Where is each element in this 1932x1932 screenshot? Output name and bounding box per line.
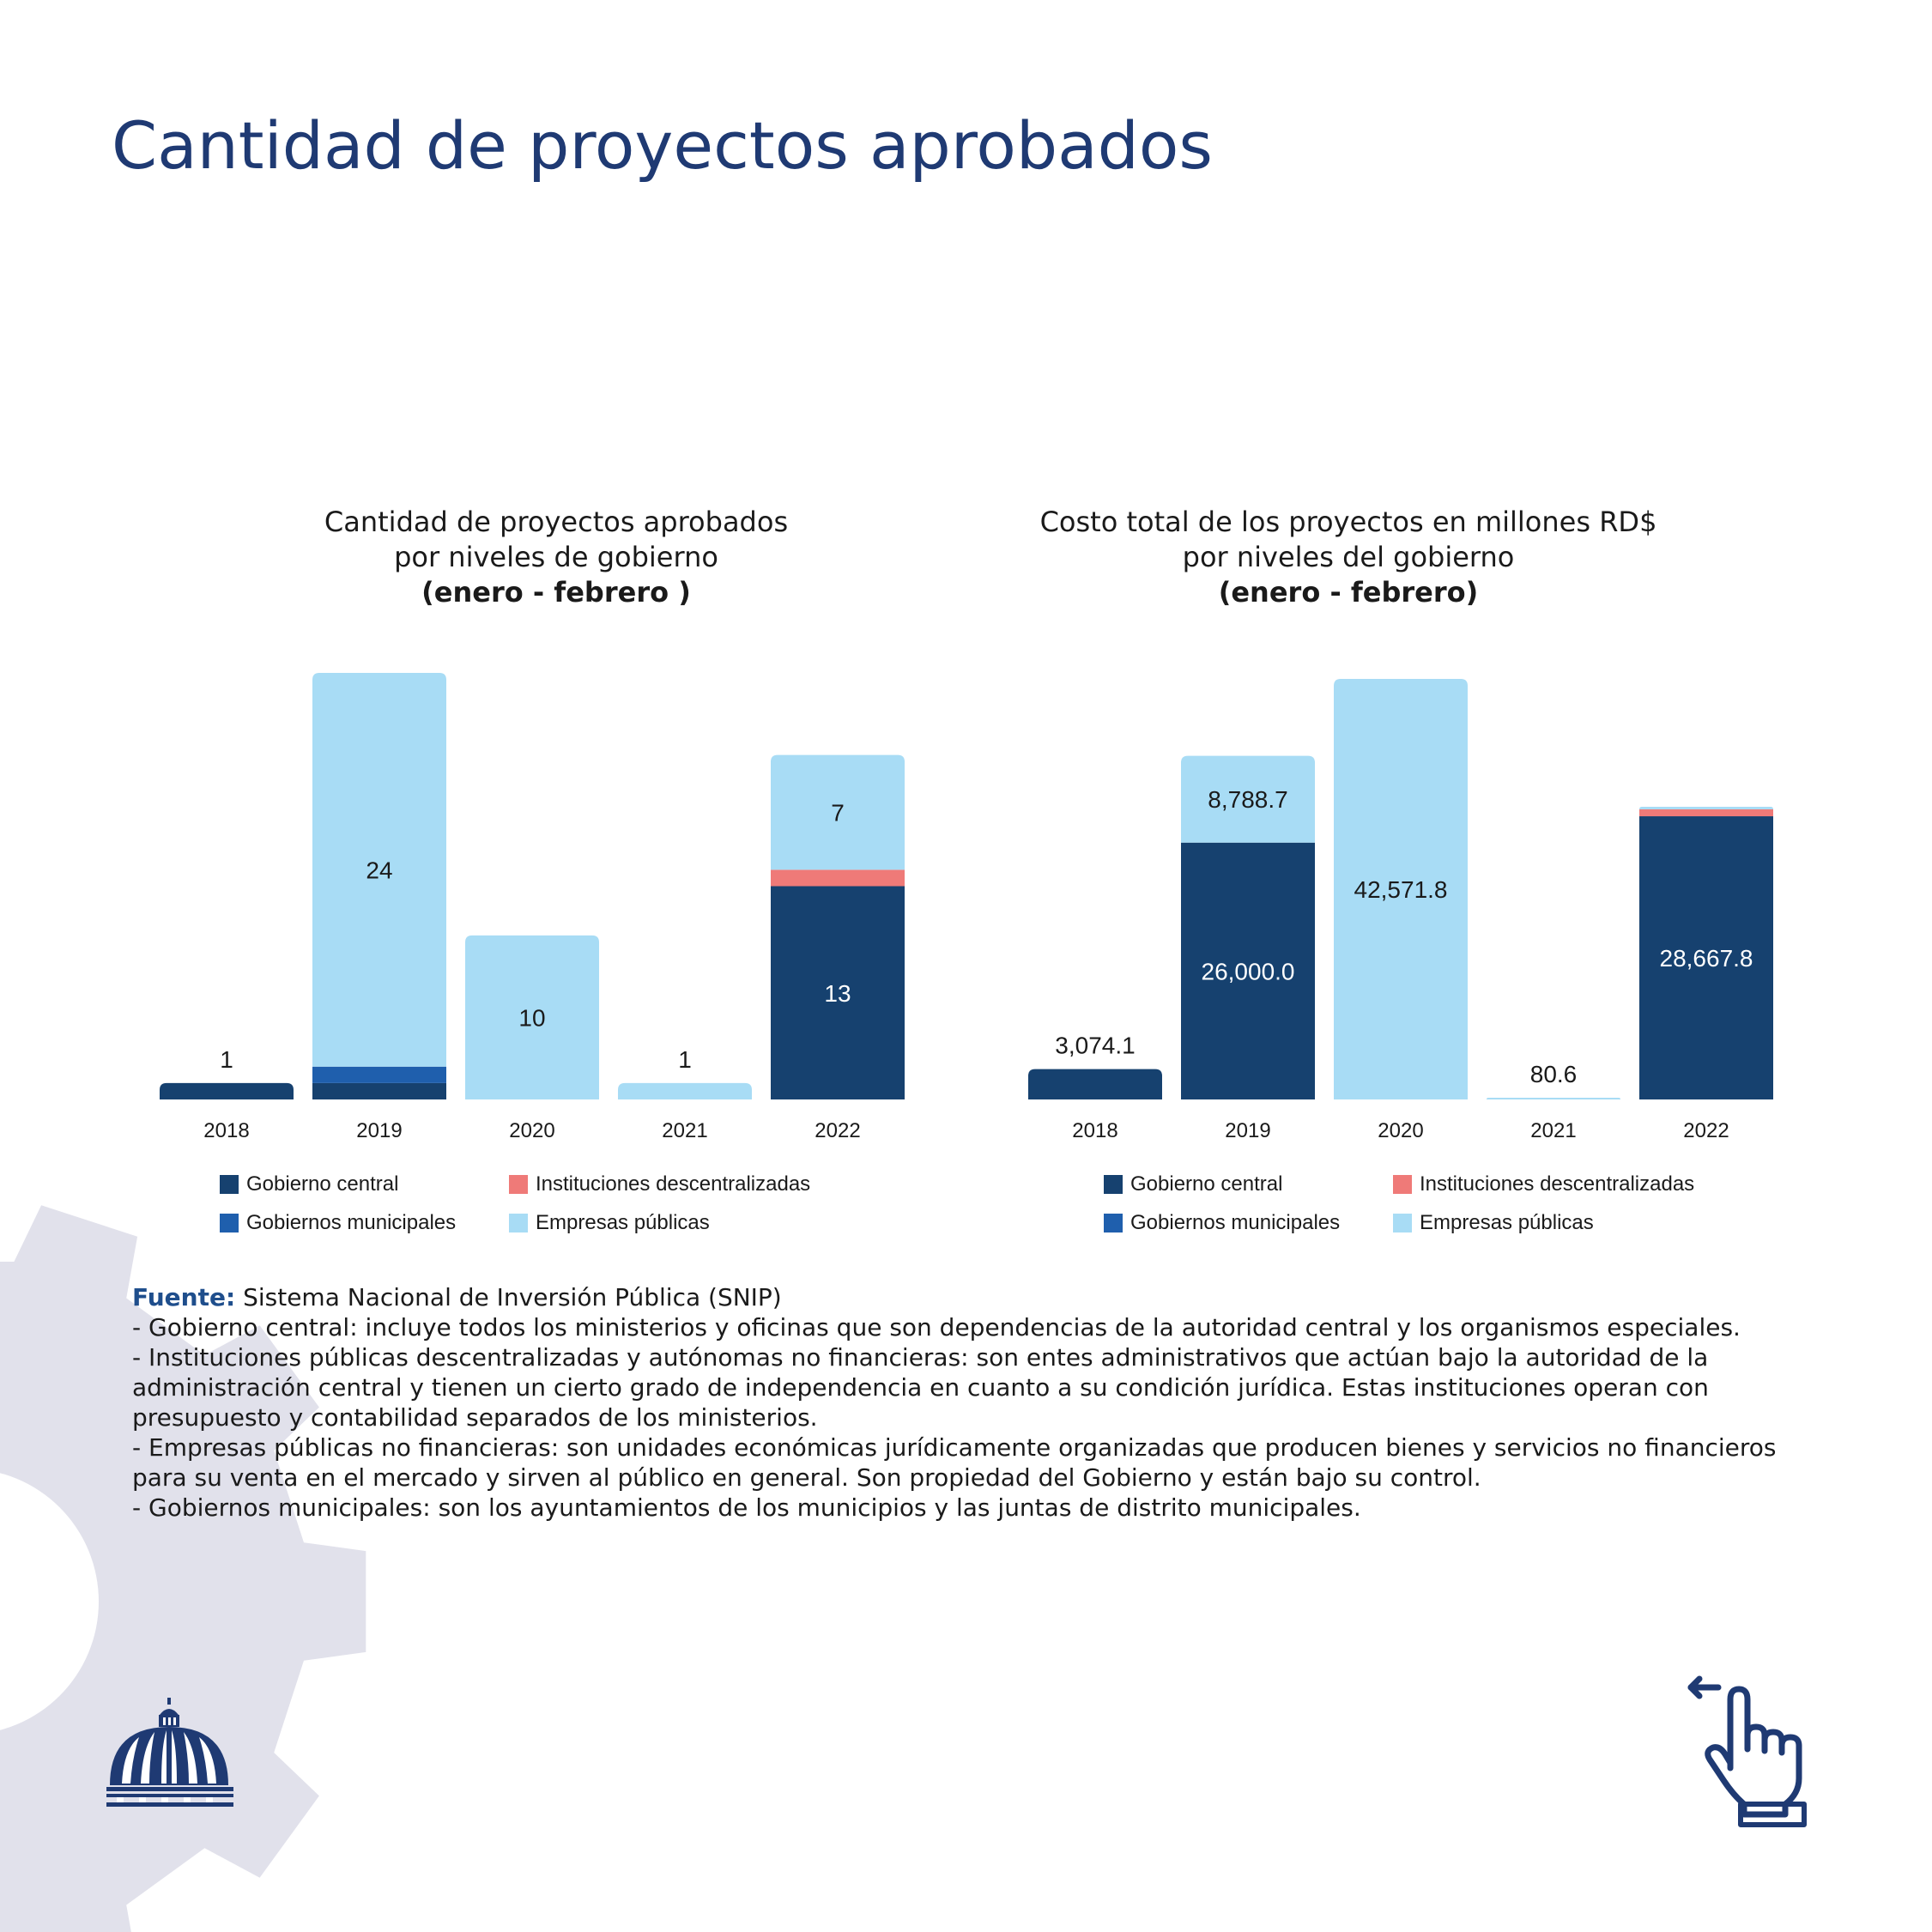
note-line: - Gobierno central: incluye todos los mi… bbox=[132, 1313, 1741, 1341]
legend-item-instituciones: Instituciones descentralizadas bbox=[509, 1172, 810, 1196]
bar-empresas-publicas-2020 bbox=[465, 935, 599, 1099]
legend-label: Gobiernos municipales bbox=[246, 1211, 457, 1234]
bar-gobierno-central-2018 bbox=[160, 1082, 294, 1099]
swipe-hand-icon bbox=[1687, 1675, 1807, 1827]
x-tick-label: 2019 bbox=[1225, 1119, 1270, 1142]
legend-label: Gobierno central bbox=[246, 1172, 399, 1196]
data-label: 3,074.1 bbox=[1055, 1033, 1135, 1059]
legend-item-gobiernos-municipales: Gobiernos municipales bbox=[220, 1211, 456, 1235]
legend-item-empresas: Empresas públicas bbox=[509, 1211, 710, 1235]
bar-instituciones-descentralizadas-2022 bbox=[1639, 809, 1773, 817]
footnotes: Fuente: Sistema Nacional de Inversión Pú… bbox=[132, 1282, 1814, 1523]
data-label: 24 bbox=[366, 857, 392, 883]
data-label: 13 bbox=[824, 980, 851, 1007]
bar-instituciones-descentralizadas-2022 bbox=[771, 869, 905, 887]
legend-swatch bbox=[1104, 1214, 1123, 1232]
bar-gobierno-central-2018 bbox=[1028, 1069, 1162, 1099]
bar-gobierno-central-2019 bbox=[312, 1082, 446, 1099]
bar-empresas-publicas-2019 bbox=[312, 673, 446, 1067]
x-tick-label: 2021 bbox=[1530, 1119, 1576, 1142]
data-label: 42,571.8 bbox=[1354, 876, 1448, 903]
x-tick-label: 2021 bbox=[662, 1119, 707, 1142]
chart2-subtitle: (enero - febrero) bbox=[1218, 576, 1479, 609]
legend-label: Instituciones descentralizadas bbox=[1420, 1172, 1695, 1196]
bar-empresas-publicas-2021 bbox=[1487, 1098, 1620, 1099]
x-tick-label: 2020 bbox=[509, 1119, 554, 1142]
bar-empresas-publicas-2021 bbox=[618, 1082, 752, 1099]
chart2-title: Costo total de los proyectos en millones… bbox=[962, 505, 1735, 610]
data-label: 10 bbox=[518, 1004, 545, 1031]
chart1-title-line1: Cantidad de proyectos aprobados bbox=[324, 506, 789, 538]
x-tick-label: 2019 bbox=[356, 1119, 402, 1142]
legend-item-gobiernos-municipales: Gobiernos municipales bbox=[1104, 1211, 1340, 1235]
chart-projects-cost: 2018 2019 2020 2021 2022 3,074.1 26,000.0 8,788… bbox=[1028, 679, 1773, 1142]
legend-label: Instituciones descentralizadas bbox=[536, 1172, 811, 1196]
legend-item-instituciones: Instituciones descentralizadas bbox=[1393, 1172, 1694, 1196]
legend-item-empresas: Empresas públicas bbox=[1393, 1211, 1594, 1235]
legend-swatch bbox=[220, 1214, 239, 1232]
x-tick-label: 2022 bbox=[1683, 1119, 1729, 1142]
data-label: 7 bbox=[831, 799, 845, 826]
gear-hole bbox=[0, 1473, 99, 1730]
legend-swatch bbox=[1104, 1175, 1123, 1194]
source-text: Sistema Nacional de Inversión Pública (S… bbox=[235, 1283, 782, 1311]
legend-item-gobierno-central: Gobierno central bbox=[220, 1172, 398, 1196]
legend-label: Gobierno central bbox=[1130, 1172, 1283, 1196]
data-label: 1 bbox=[678, 1046, 692, 1073]
x-tick-label: 2022 bbox=[815, 1119, 860, 1142]
bar-empresas-publicas-2022 bbox=[771, 754, 905, 870]
legend-label: Empresas públicas bbox=[1420, 1211, 1594, 1234]
chart2-title-line2: por niveles del gobierno bbox=[1182, 541, 1515, 573]
bar-empresas-publicas-2020 bbox=[1334, 679, 1468, 1099]
page-title: Cantidad de proyectos aprobados bbox=[112, 107, 1214, 184]
data-label: 1 bbox=[220, 1046, 233, 1073]
legend-swatch bbox=[509, 1214, 528, 1232]
bar-gobierno-central-2022 bbox=[771, 886, 905, 1099]
data-label: 28,667.8 bbox=[1660, 945, 1753, 972]
note-line: - Gobiernos municipales: son los ayuntam… bbox=[132, 1493, 1361, 1522]
chart1-title: Cantidad de proyectos aprobados por nive… bbox=[170, 505, 942, 610]
gear-shape bbox=[0, 1205, 366, 1932]
legend-label: Empresas públicas bbox=[536, 1211, 710, 1234]
x-tick-label: 2020 bbox=[1378, 1119, 1423, 1142]
source-label: Fuente: bbox=[132, 1283, 236, 1311]
data-label: 8,788.7 bbox=[1208, 786, 1287, 813]
note-line: - Empresas públicas no financieras: son … bbox=[132, 1433, 1777, 1492]
data-label: 26,000.0 bbox=[1202, 958, 1295, 984]
data-label: 80.6 bbox=[1530, 1061, 1578, 1087]
x-tick-label: 2018 bbox=[203, 1119, 249, 1142]
legend-label: Gobiernos municipales bbox=[1130, 1211, 1341, 1234]
chart2-title-line1: Costo total de los proyectos en millones… bbox=[1039, 506, 1657, 538]
bar-empresas-publicas-2019 bbox=[1181, 755, 1315, 843]
bar-gobiernos-municipales-2019 bbox=[312, 1066, 446, 1083]
legend-item-gobierno-central: Gobierno central bbox=[1104, 1172, 1282, 1196]
legend-swatch bbox=[220, 1175, 239, 1194]
government-palace-logo bbox=[106, 1698, 233, 1807]
legend-swatch bbox=[1393, 1214, 1412, 1232]
chart-projects-count: 2018 2019 2020 2021 2022 1 24 10 1 13 7 bbox=[160, 673, 905, 1142]
bar-gobierno-central-2022 bbox=[1639, 816, 1773, 1099]
x-tick-label: 2018 bbox=[1072, 1119, 1117, 1142]
bar-gobierno-central-2019 bbox=[1181, 842, 1315, 1099]
legend-swatch bbox=[509, 1175, 528, 1194]
bar-empresas-publicas-2022 bbox=[1639, 806, 1773, 809]
note-line: - Instituciones públicas descentralizada… bbox=[132, 1343, 1709, 1432]
chart1-subtitle: (enero - febrero ) bbox=[421, 576, 691, 609]
legend-swatch bbox=[1393, 1175, 1412, 1194]
chart1-title-line2: por niveles de gobierno bbox=[394, 541, 718, 573]
